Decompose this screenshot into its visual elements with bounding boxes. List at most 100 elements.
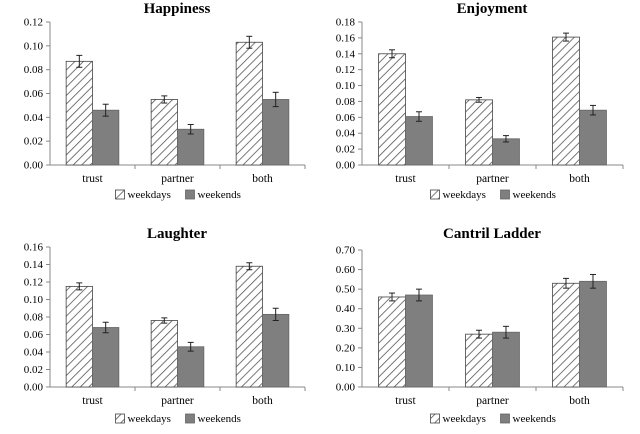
y-tick-label: 0.02 <box>24 364 43 376</box>
y-tick-label: 0.12 <box>336 64 355 76</box>
legend-swatch-weekends <box>500 413 510 424</box>
bar-weekends <box>262 99 290 166</box>
x-tick-label: both <box>569 173 590 185</box>
bar-weekdays <box>65 285 93 388</box>
y-tick-label: 0.08 <box>336 96 356 108</box>
y-tick-label: 0.06 <box>24 88 44 100</box>
bar-weekdays <box>150 99 178 166</box>
bar-weekdays <box>235 265 263 388</box>
legend-swatch-weekends <box>185 189 195 200</box>
y-tick-label: 0.14 <box>336 48 356 60</box>
x-tick-label: both <box>252 173 273 185</box>
chart-panel: Enjoyment 0.00 0.02 0.04 0.06 0.08 0.10 0.12 0.1… <box>336 1 624 201</box>
chart-panel: Cantril Ladder 0.00 0.10 0.20 0.30 0.40 0.50 0.… <box>336 226 624 425</box>
legend-label-weekdays: weekdays <box>443 189 486 201</box>
chart-title: Happiness <box>144 1 211 17</box>
bar-weekdays <box>378 296 406 388</box>
y-tick-label: 0.10 <box>24 294 44 306</box>
y-tick-label: 0.50 <box>336 284 356 296</box>
bar-weekends <box>405 294 433 388</box>
x-tick-label: partner <box>161 395 194 407</box>
y-tick-label: 0.60 <box>336 264 356 276</box>
y-tick-label: 0.18 <box>336 17 356 29</box>
x-tick-label: trust <box>395 173 416 185</box>
bar-weekends <box>405 116 433 166</box>
bar-weekends <box>579 280 607 388</box>
bar-weekends <box>92 327 120 388</box>
y-tick-label: 0.04 <box>24 112 44 124</box>
bar-weekends <box>92 109 120 166</box>
y-tick-label: 0.16 <box>336 32 356 44</box>
legend-label-weekdays: weekdays <box>128 413 171 425</box>
x-tick-label: trust <box>82 395 103 407</box>
x-tick-label: partner <box>161 173 194 185</box>
legend-label-weekends: weekends <box>513 413 556 425</box>
bar-weekends <box>177 128 205 166</box>
legend: weekdays weekends <box>115 189 241 201</box>
x-tick-label: partner <box>476 395 509 407</box>
bar-weekends <box>262 313 290 388</box>
y-tick-label: 0.00 <box>336 382 356 394</box>
y-tick-label: 0.70 <box>336 245 356 257</box>
y-tick-label: 0.40 <box>336 303 356 315</box>
legend: weekdays weekends <box>430 189 556 201</box>
legend-label-weekdays: weekdays <box>128 189 171 201</box>
x-tick-label: both <box>569 395 590 407</box>
y-tick-label: 0.08 <box>24 312 44 324</box>
chart-title: Laughter <box>147 226 207 242</box>
y-tick-label: 0.20 <box>336 342 356 354</box>
bar-weekdays <box>552 282 580 388</box>
y-tick-label: 0.00 <box>24 382 44 394</box>
chart-panel: Laughter 0.00 0.02 0.04 0.06 0.08 0.10 0.12 0.14… <box>24 226 306 425</box>
bar-weekdays <box>552 36 580 166</box>
y-tick-label: 0.10 <box>24 40 44 52</box>
y-tick-label: 0.12 <box>24 17 43 29</box>
legend-swatch-weekends <box>500 189 510 200</box>
y-tick-label: 0.16 <box>24 242 44 254</box>
chart-panel: Happiness 0.00 0.02 0.04 0.06 0.08 0.10 0.12 tru… <box>24 1 306 201</box>
bar-weekends <box>492 138 520 166</box>
y-tick-label: 0.04 <box>24 347 44 359</box>
y-tick-label: 0.04 <box>336 128 356 140</box>
y-tick-label: 0.02 <box>336 144 355 156</box>
legend-swatch-weekdays <box>430 413 440 424</box>
chart-title: Cantril Ladder <box>443 226 541 242</box>
legend-swatch-weekdays <box>115 189 125 200</box>
legend-swatch-weekdays <box>115 413 125 424</box>
y-tick-label: 0.10 <box>336 80 356 92</box>
bar-weekends <box>579 109 607 166</box>
y-tick-label: 0.14 <box>24 259 44 271</box>
legend: weekdays weekends <box>430 413 556 425</box>
legend-label-weekdays: weekdays <box>443 413 486 425</box>
y-tick-label: 0.10 <box>336 362 356 374</box>
legend-label-weekends: weekends <box>198 413 241 425</box>
x-tick-label: both <box>252 395 273 407</box>
legend-swatch-weekends <box>185 413 195 424</box>
bar-weekends <box>492 331 520 388</box>
y-tick-label: 0.30 <box>336 323 356 335</box>
y-tick-label: 0.06 <box>24 329 44 341</box>
bar-weekdays <box>150 320 178 388</box>
bar-weekdays <box>235 41 263 166</box>
legend-swatch-weekdays <box>430 189 440 200</box>
bar-weekdays <box>465 333 493 388</box>
legend-label-weekends: weekends <box>198 189 241 201</box>
y-tick-label: 0.02 <box>24 136 43 148</box>
bar-weekdays <box>378 53 406 166</box>
y-tick-label: 0.00 <box>24 160 44 172</box>
x-tick-label: trust <box>395 395 416 407</box>
chart-title: Enjoyment <box>457 1 528 17</box>
x-tick-label: partner <box>476 173 509 185</box>
bar-weekdays <box>65 60 93 166</box>
y-tick-label: 0.08 <box>24 64 44 76</box>
x-tick-label: trust <box>82 173 103 185</box>
y-tick-label: 0.12 <box>24 277 43 289</box>
y-tick-label: 0.00 <box>336 160 356 172</box>
legend: weekdays weekends <box>115 413 241 425</box>
bar-weekends <box>177 346 205 388</box>
y-tick-label: 0.06 <box>336 112 356 124</box>
legend-label-weekends: weekends <box>513 189 556 201</box>
bar-weekdays <box>465 99 493 166</box>
